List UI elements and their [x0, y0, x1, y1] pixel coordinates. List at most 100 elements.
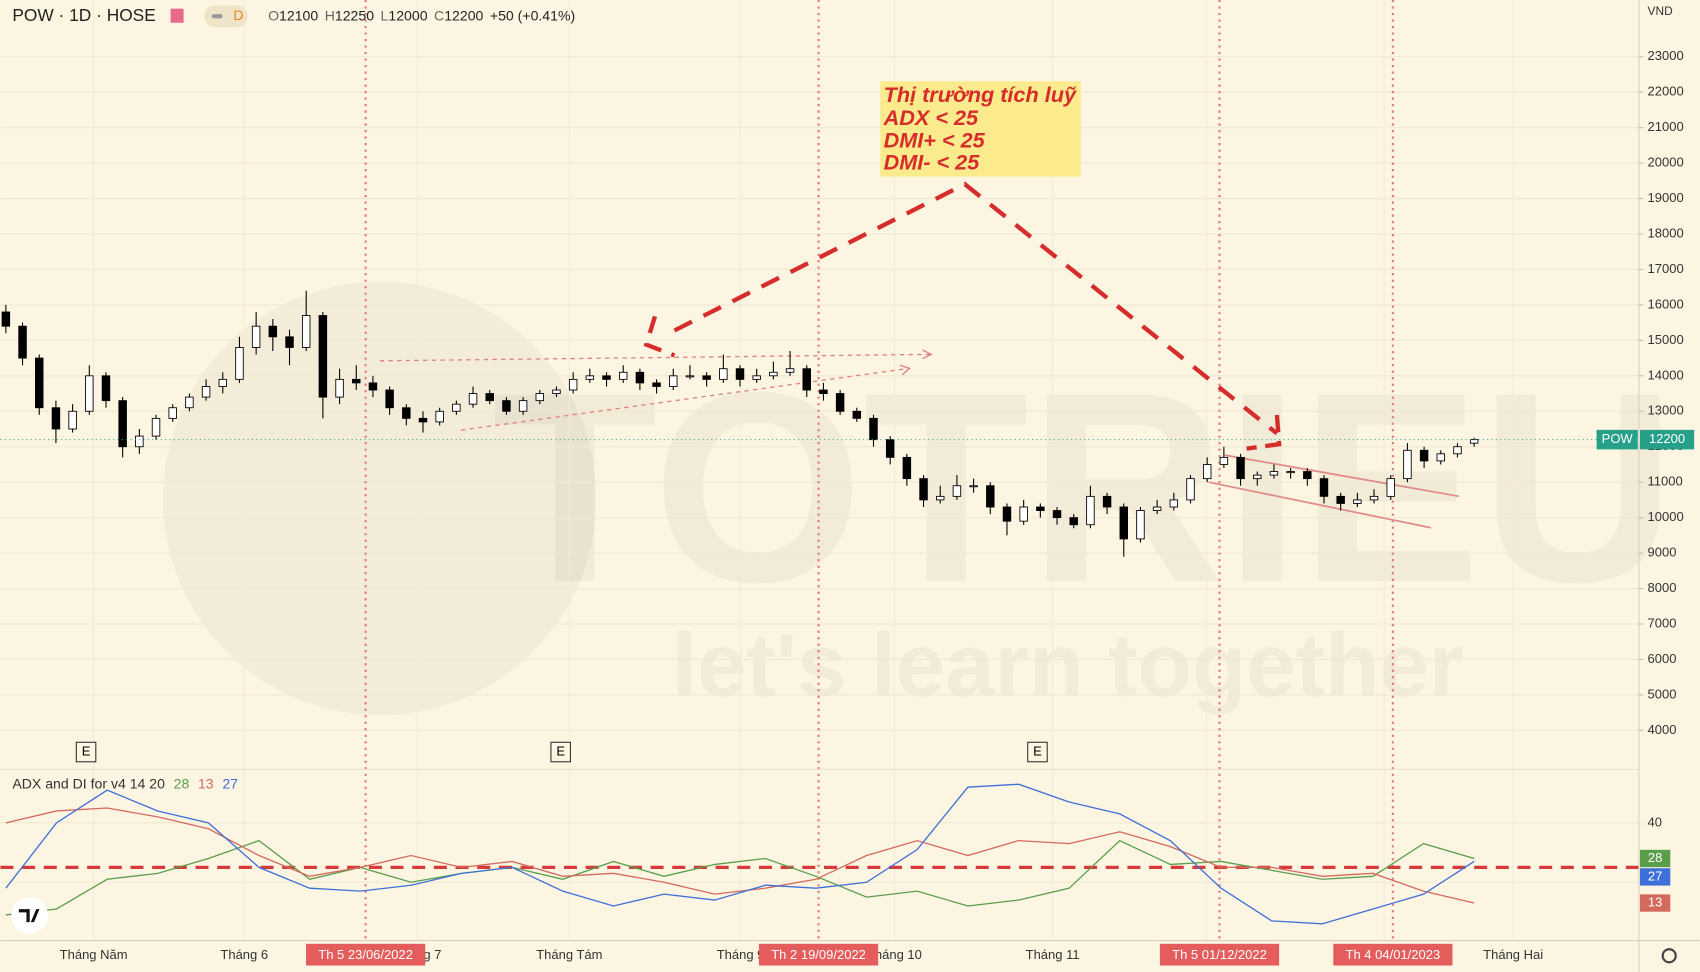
indicator-line	[5, 807, 1475, 904]
candle-body	[1052, 510, 1062, 519]
symbol: POW · 1D · HOSE	[12, 5, 155, 25]
candle-body	[301, 315, 311, 348]
y-tick-label: 22000	[1648, 84, 1684, 99]
event-marker[interactable]	[1027, 741, 1048, 763]
indicator-legend: ADX and DI for v4 14 20 28 13 27	[12, 775, 238, 791]
interval: D	[233, 7, 243, 23]
candle-body	[1169, 499, 1179, 508]
candle-body	[468, 393, 478, 405]
candle-body	[518, 400, 528, 412]
ohlc-prefix: O	[268, 7, 279, 23]
indicator-line	[5, 839, 1475, 916]
y-tick-label: 4000	[1648, 722, 1677, 737]
annotation-line: DMI+ < 25	[884, 128, 986, 153]
arrow-head	[922, 349, 933, 360]
candle-body	[1253, 474, 1262, 480]
annotation-box	[880, 81, 1081, 177]
candle-body	[852, 410, 862, 419]
candle-body	[151, 417, 161, 437]
currency[interactable]: VND	[1648, 4, 1674, 18]
event-label: E	[82, 743, 91, 758]
y-tick-label: 9000	[1648, 545, 1677, 560]
annotation-arrow	[673, 181, 1279, 436]
candle-body	[101, 375, 111, 402]
candle-body	[1319, 478, 1329, 497]
y-tick-label: 14000	[1648, 367, 1684, 382]
date-highlight-label: Th 2 19/09/2022	[771, 947, 866, 962]
settings[interactable]	[1661, 948, 1677, 964]
indicator-title: ADX and DI for v4 14 20	[12, 775, 165, 791]
candle-body	[1436, 453, 1446, 462]
candle-body	[135, 435, 144, 448]
candle-body	[1236, 456, 1245, 480]
candle-body	[1353, 499, 1362, 504]
candle-body	[1152, 506, 1162, 511]
annotation-arrow	[1246, 414, 1282, 451]
candle-body	[802, 368, 811, 391]
candle-body	[485, 393, 494, 402]
candle-body	[335, 378, 344, 398]
x-tick-label: Tháng 11	[1026, 947, 1080, 962]
x-tick-label: Tháng Năm	[60, 947, 128, 962]
candle-body	[685, 375, 695, 378]
candle-body	[168, 407, 177, 419]
candle-body	[819, 389, 828, 394]
candle-body	[285, 336, 294, 348]
candle-body	[1286, 471, 1295, 474]
candle-body	[85, 375, 94, 412]
tv-logo	[11, 897, 49, 935]
candle-body	[1, 311, 11, 327]
candle-body	[18, 325, 27, 359]
x-tick-label: Tháng 10	[867, 947, 922, 962]
annotation-arrow	[643, 315, 676, 358]
y-tick-label: 10000	[1648, 509, 1684, 524]
candle-body	[585, 375, 595, 380]
interval-pill[interactable]	[204, 5, 248, 28]
candle-body	[35, 357, 44, 409]
trend-line	[460, 367, 909, 431]
candle-body	[752, 375, 761, 380]
candle-body	[735, 368, 745, 380]
event-marker[interactable]	[75, 741, 97, 763]
events: E E E	[75, 741, 1048, 763]
candle-body	[251, 325, 261, 348]
symbol-tag	[1596, 429, 1638, 450]
candle-body	[452, 403, 461, 412]
candle-body	[618, 371, 628, 380]
settings-icon[interactable]	[1661, 948, 1677, 964]
y-tick-label: 18000	[1648, 225, 1684, 240]
y-tick-label: 17000	[1648, 261, 1684, 276]
indicator-tag	[1639, 894, 1671, 912]
candle-body	[1269, 471, 1279, 476]
date-markers	[364, 0, 1394, 941]
candle-body	[1186, 478, 1195, 501]
x-tick-label: Tháng Hai	[1483, 947, 1543, 962]
candle-body	[1386, 478, 1395, 497]
annotation: Thị trường tích luỹ ADX < 25 DMI+ < 25 D…	[883, 82, 1077, 174]
candle-body	[969, 485, 978, 488]
candle-body	[418, 417, 428, 423]
y-tick-label: 19000	[1648, 190, 1684, 205]
candle-body	[1369, 495, 1379, 501]
event-marker[interactable]	[550, 741, 571, 763]
header: POW · 1D · HOSE D O12100 H12250 L12000 C122…	[12, 4, 1673, 791]
indicator-value: 27	[222, 775, 238, 791]
y-tick-label: 16000	[1648, 296, 1684, 311]
y-tick-label: 11000	[1648, 474, 1683, 489]
ohlc-value: 12000	[388, 7, 427, 23]
candle-body	[368, 382, 378, 391]
grid	[0, 0, 1639, 941]
candle-body	[719, 368, 728, 380]
date-highlight-label: Th 5 01/12/2022	[1172, 947, 1267, 962]
candle-body	[902, 456, 912, 480]
watermark-slogan: let's learn together	[672, 615, 1463, 714]
indicator-tag-label: 27	[1648, 868, 1662, 883]
candle-body	[1069, 517, 1078, 526]
indicator-tag-label: 13	[1648, 894, 1662, 909]
candle-body	[669, 375, 678, 387]
y-tick-label: 15000	[1648, 332, 1684, 347]
candle-body	[1019, 506, 1028, 522]
candle-body	[402, 407, 411, 419]
